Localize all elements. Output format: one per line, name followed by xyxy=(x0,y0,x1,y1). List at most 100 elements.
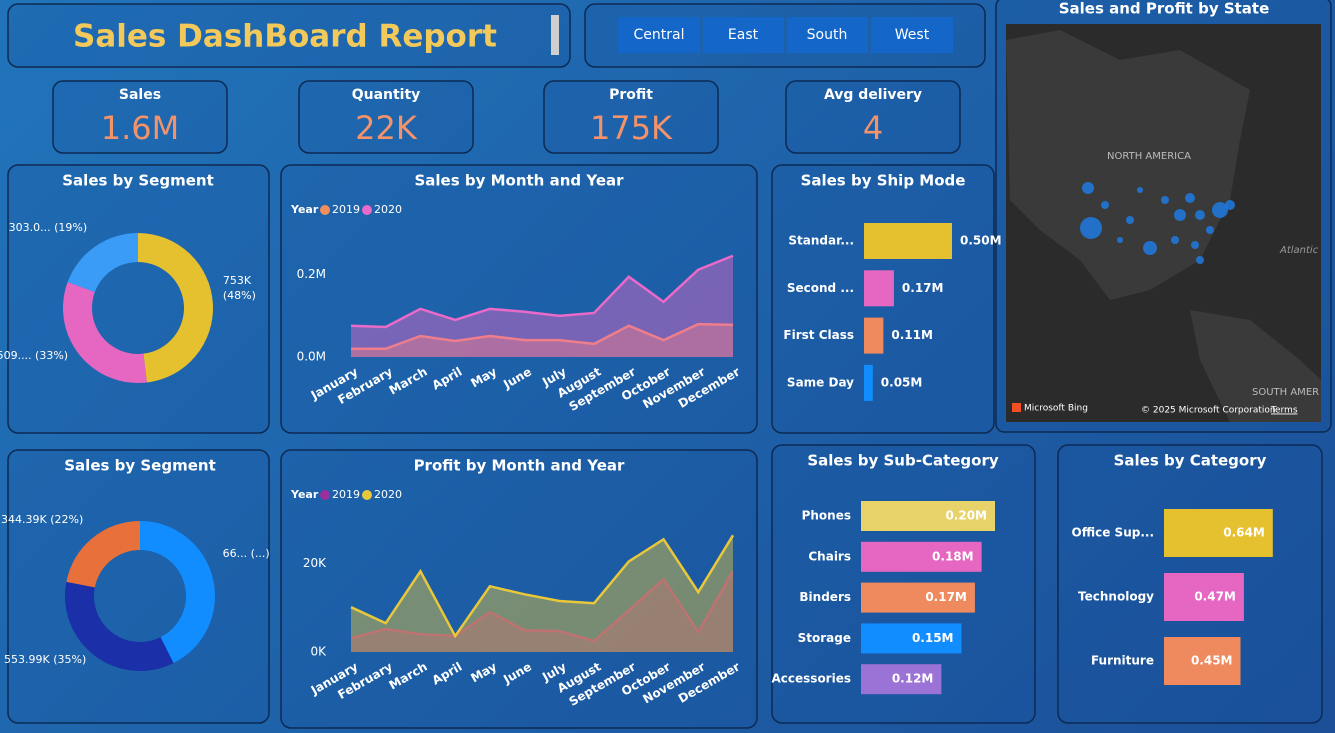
map-bubble xyxy=(1212,202,1228,218)
bar xyxy=(861,582,975,613)
donut-slice xyxy=(140,521,216,664)
slicer-label[interactable]: East xyxy=(728,27,759,43)
chart-title: Sales by Segment xyxy=(62,172,214,190)
data-label: 66... (...) xyxy=(222,546,270,560)
label-box: 344.39K (22%) xyxy=(1,513,83,526)
kpi-value: 4 xyxy=(863,109,883,147)
data-label: 0.47M xyxy=(1194,590,1236,604)
bar xyxy=(864,223,952,259)
map-bubble xyxy=(1101,201,1109,209)
y-category-label: Technology xyxy=(1078,590,1154,604)
donut-slice xyxy=(62,281,147,383)
slicer-label[interactable]: Central xyxy=(634,27,685,43)
y-tick-label: 0.0M xyxy=(297,350,326,364)
chart-title: Sales by Segment xyxy=(64,457,216,475)
chart-title: Sales by Month and Year xyxy=(414,172,624,190)
bar xyxy=(864,364,873,401)
label-box: 753K (48%) xyxy=(222,273,256,302)
slicer-button[interactable] xyxy=(703,17,784,53)
kpi-value: 22K xyxy=(355,109,418,147)
bar xyxy=(1164,637,1241,685)
y-category-label: Storage xyxy=(798,631,851,645)
map-bubble xyxy=(1161,196,1169,204)
map-bubble xyxy=(1137,187,1143,193)
map-bubble xyxy=(1080,217,1102,239)
y-category-label: Accessories xyxy=(772,672,852,686)
slicer-button[interactable] xyxy=(871,17,953,53)
donut-slice xyxy=(67,233,138,293)
y-category-label: Furniture xyxy=(1091,654,1154,668)
bar xyxy=(861,501,995,531)
map-bubble xyxy=(1191,241,1199,249)
kpi-label: Sales xyxy=(119,87,161,103)
scroll-indicator xyxy=(551,15,559,55)
donut-slice xyxy=(66,521,140,588)
bar xyxy=(864,317,884,354)
area-fill xyxy=(351,255,733,357)
kpi-label: Profit xyxy=(609,87,653,103)
map-label: Atlantic xyxy=(1279,245,1319,256)
chart-panel xyxy=(280,164,758,434)
series-line xyxy=(350,534,735,639)
map-bubble xyxy=(1196,256,1204,264)
map-title: Sales and Profit by State xyxy=(1059,0,1270,18)
area-fill xyxy=(351,535,733,652)
kpi-value: 175K xyxy=(590,109,673,147)
bing-logo xyxy=(1012,403,1021,412)
slicer-button[interactable] xyxy=(787,17,868,53)
area-fill xyxy=(351,571,733,652)
label-box: 509.... (33%) xyxy=(0,349,68,362)
chart-title: Sales by Ship Mode xyxy=(801,172,966,190)
bar xyxy=(864,270,894,307)
map-label: SOUTH AMER xyxy=(1252,387,1319,398)
data-label: 0.17M xyxy=(925,590,967,604)
y-category-label: Second ... xyxy=(787,281,854,295)
map-bubbles xyxy=(1080,182,1235,264)
label-box: 66... (...) xyxy=(222,546,270,560)
kpi-label: Avg delivery xyxy=(824,87,922,103)
map-terms[interactable]: Terms xyxy=(1270,406,1298,416)
data-label: 553.99K (35%) xyxy=(4,652,87,666)
series-line xyxy=(350,570,735,643)
data-label: 0.17M xyxy=(902,281,944,295)
data-label: 0.18M xyxy=(932,549,974,563)
map-attribution: Microsoft Bing xyxy=(1024,404,1088,414)
data-label: 0.12M xyxy=(892,672,934,686)
chart-panel xyxy=(7,164,270,434)
data-label: 0.64M xyxy=(1223,526,1265,540)
y-tick-label: 0K xyxy=(310,645,327,659)
data-label: 0.15M xyxy=(912,631,954,645)
legend-label: 2020 xyxy=(374,488,402,501)
data-label: 0.50M xyxy=(960,234,1002,248)
bar xyxy=(1164,573,1244,621)
y-category-label: Chairs xyxy=(808,549,851,563)
kpi-label: Quantity xyxy=(352,87,421,103)
legend-marker xyxy=(320,490,330,500)
map-label: NORTH AMERICA xyxy=(1107,151,1191,162)
donut-slice xyxy=(65,581,174,671)
slicer-label[interactable]: West xyxy=(895,27,930,43)
map-copyright: © 2025 Microsoft Corporation xyxy=(1141,406,1276,416)
header-panel xyxy=(7,3,571,68)
map-bubble xyxy=(1117,237,1123,243)
map-bubble xyxy=(1143,241,1157,255)
bar xyxy=(861,623,962,654)
slicer-button[interactable] xyxy=(618,17,700,53)
y-category-label: Phones xyxy=(802,509,851,523)
map-bubble xyxy=(1126,216,1134,224)
data-label: 753K (48%) xyxy=(222,273,256,302)
bar xyxy=(1164,509,1273,557)
legend-title: Year xyxy=(290,203,319,216)
slicer-label[interactable]: South xyxy=(807,27,848,43)
map-land xyxy=(1006,30,1250,300)
data-label: 0.05M xyxy=(881,375,923,389)
data-label: 0.11M xyxy=(891,328,933,342)
series-line xyxy=(351,322,734,351)
y-category-label: First Class xyxy=(783,328,854,342)
y-tick-label: 0.2M xyxy=(297,267,326,281)
map-bubble xyxy=(1206,226,1214,234)
legend-marker xyxy=(362,490,372,500)
map-bubble xyxy=(1195,210,1205,220)
chart-title: Profit by Month and Year xyxy=(414,457,625,475)
label-box: 553.99K (35%) xyxy=(4,652,87,666)
